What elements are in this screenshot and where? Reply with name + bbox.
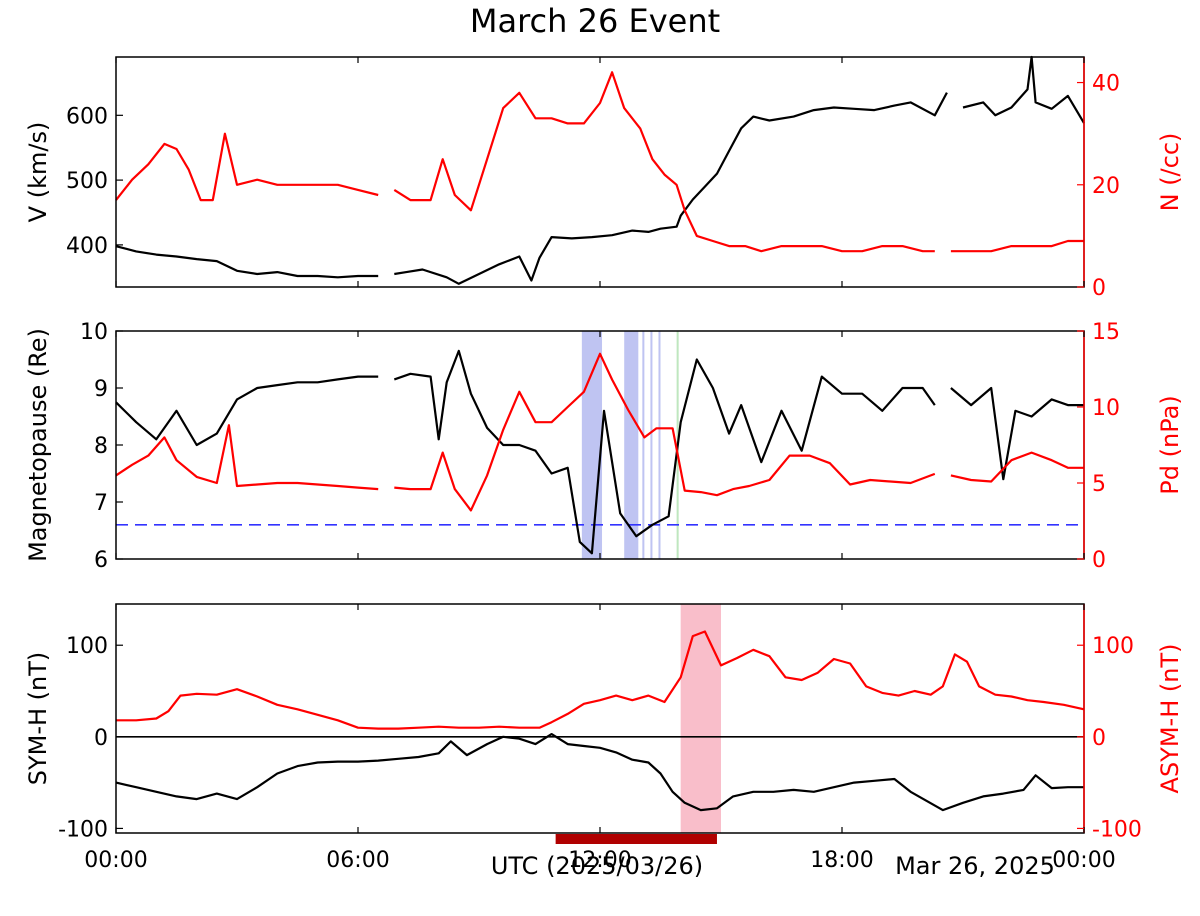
panel-3-frame [115, 603, 1085, 834]
panel-2-right-axis-label: Pd (nPa) [1156, 395, 1184, 494]
panel-1-left-tick-label-0: 400 [66, 234, 108, 259]
panel-1-series-left [115, 55, 1085, 285]
date-label: Mar 26, 2025 [895, 852, 1055, 880]
panel-1-right-tick-label-0: 0 [1092, 276, 1106, 301]
panel-3-series-right [116, 630, 1085, 730]
panel-2-left-tick-label-3: 9 [94, 377, 108, 402]
panel-1-left-tick-label-1: 500 [66, 169, 108, 194]
panel-3-left-axis-label: SYM-H (nT) [24, 652, 52, 786]
panel-1-left-axis-label: V (km/s) [24, 122, 52, 223]
x-tick-label-4: 00:00 [1052, 848, 1115, 873]
panel-2-series-left [115, 349, 1084, 555]
panel-1: 400 500 600 0 20 40 V (km/s) N (/cc) [24, 55, 1184, 301]
panel-1-right-tick-label-2: 40 [1092, 72, 1120, 97]
x-tick-label-1: 06:00 [326, 848, 389, 873]
panel-3-right-tick-label-1: 0 [1092, 726, 1106, 751]
panel-1-right-axis-label: N (/cc) [1156, 133, 1184, 212]
panel-2-right-tick-label-2: 10 [1092, 396, 1120, 421]
chart-title: March 26 Event [470, 2, 720, 40]
panel-3-left-tick-label-2: 100 [66, 634, 108, 659]
panel-2-right-tick-label-3: 15 [1092, 320, 1120, 345]
panel-2-shaded-region-2 [624, 331, 639, 559]
panel-1-series-right [115, 71, 1084, 253]
panel-2-left-tick-label-4: 10 [80, 320, 108, 345]
panel-2-left-axis-label: Magnetopause (Re) [24, 328, 52, 562]
event-interval-bar [555, 834, 717, 844]
panel-1-right-tick-label-1: 20 [1092, 174, 1120, 199]
x-axis-label: UTC (2025/03/26) [491, 852, 703, 880]
panel-3-right-axis-label: ASYM-H (nT) [1156, 644, 1184, 794]
panel-3-left-tick-label-1: 0 [94, 726, 108, 751]
panel-2-left-tick-label-0: 6 [94, 548, 108, 573]
panel-2-left-tick-label-2: 8 [94, 434, 108, 459]
panel-2-left-tick-label-1: 7 [94, 491, 108, 516]
panel-2: 6 7 8 9 10 0 5 10 15 Magnetopause (Re) Pd (nPa) [24, 320, 1184, 573]
panel-2-right-tick-label-1: 5 [1092, 472, 1106, 497]
panel-1-left-tick-label-2: 600 [66, 104, 108, 129]
panel-2-right-tick-label-0: 0 [1092, 548, 1106, 573]
panel-3-series-left [115, 733, 1084, 812]
x-tick-label-3: 18:00 [810, 848, 873, 873]
panel-3-right-tick-label-0: -100 [1092, 817, 1142, 842]
panel-3-shaded-region-1 [680, 604, 721, 833]
panel-3-right-tick-label-2: 100 [1092, 634, 1134, 659]
panel-2-series-right [115, 352, 1084, 512]
x-tick-label-2: 12:00 [568, 848, 631, 873]
panel-3-left-tick-label-0: -100 [58, 817, 108, 842]
panel-3: 00:00 06:00 12:00 18:00 00:00 -100 0 100 -100 0 10… [24, 603, 1184, 873]
panel-1-frame [115, 56, 1085, 288]
panel-2-shaded-region-4 [650, 331, 653, 559]
x-tick-label-0: 00:00 [84, 848, 147, 873]
panel-2-shaded-region-3 [642, 331, 645, 559]
panel-2-shaded-region-5 [658, 331, 661, 559]
